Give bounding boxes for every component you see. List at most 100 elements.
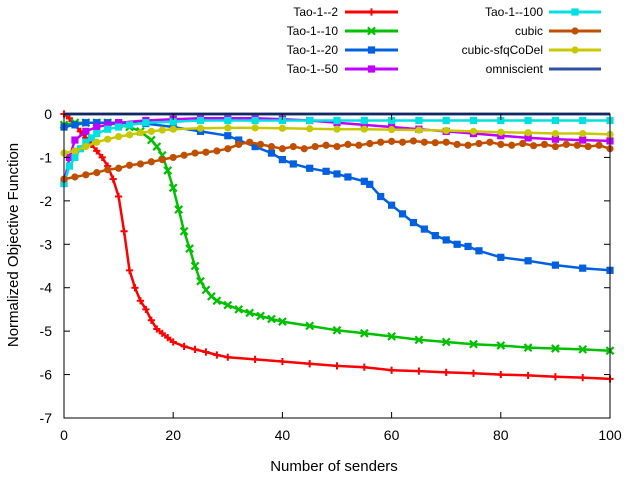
data-point: [497, 253, 505, 261]
data-point: [163, 166, 173, 175]
legend: Tao-1--2 Tao-1--10 Tao-1--20 Tao-1--50 Tao-1…: [287, 5, 601, 76]
data-point: [82, 138, 90, 146]
data-point: [387, 331, 396, 341]
data-point: [497, 128, 505, 136]
data-point: [158, 126, 166, 134]
data-point: [98, 153, 106, 162]
data-point: [409, 137, 418, 145]
data-point: [333, 142, 341, 151]
legend-label: cubic-sfqCoDel: [462, 43, 543, 57]
data-point: [169, 338, 177, 346]
data-point: [267, 142, 276, 151]
data-point: [551, 142, 560, 151]
data-point: [496, 341, 506, 350]
data-point: [524, 129, 532, 137]
data-point: [109, 175, 117, 183]
data-point: [93, 147, 101, 155]
data-point: [191, 149, 199, 157]
data-point: [441, 337, 451, 347]
data-point: [442, 138, 450, 146]
data-point: [551, 116, 559, 125]
data-point: [551, 129, 560, 138]
data-point: [152, 142, 162, 151]
data-point: [213, 147, 221, 155]
plot-border: [63, 113, 611, 419]
data-point: [311, 142, 319, 151]
data-point: [289, 142, 297, 151]
data-point: [115, 119, 123, 127]
data-point: [278, 317, 287, 326]
data-point: [469, 369, 478, 377]
data-point: [251, 124, 259, 132]
x-tick-label: 100: [598, 427, 622, 443]
data-point: [251, 116, 259, 125]
data-point: [523, 343, 533, 353]
data-point: [251, 142, 259, 151]
data-point: [360, 121, 368, 129]
data-point: [360, 177, 368, 185]
data-point: [93, 123, 101, 131]
data-point: [125, 266, 134, 274]
data-point: [578, 345, 588, 354]
data-point: [136, 297, 145, 305]
data-point: [136, 160, 145, 168]
data-point: [300, 145, 308, 153]
y-tick-label: -1: [40, 149, 53, 165]
data-point: [359, 328, 369, 338]
data-point: [115, 123, 123, 131]
y-tick-label: -3: [40, 236, 53, 252]
data-point: [256, 311, 265, 321]
data-point: [360, 363, 368, 371]
legend-item: Tao-1--20: [287, 43, 398, 57]
data-point: [251, 355, 259, 363]
data-point: [224, 145, 232, 153]
data-point: [136, 129, 145, 137]
data-point: [158, 329, 166, 337]
data-point: [224, 132, 232, 140]
data-point: [469, 116, 478, 125]
data-point: [202, 148, 210, 156]
data-point: [234, 305, 244, 314]
legend-label: Tao-1--20: [287, 43, 339, 57]
data-point: [147, 158, 155, 166]
data-point: [202, 348, 210, 356]
data-point: [322, 141, 330, 149]
data-point: [453, 140, 461, 148]
data-point: [82, 142, 90, 151]
data-point: [579, 374, 587, 382]
data-point: [388, 137, 396, 145]
legend-item: Tao-1--10: [287, 24, 398, 38]
data-point: [579, 129, 587, 138]
data-point: [333, 362, 341, 370]
legend-label: omniscient: [486, 62, 544, 76]
y-axis-label: Normalized Objective Function: [5, 143, 22, 347]
data-point: [213, 351, 221, 359]
y-tick-label: -6: [40, 367, 53, 383]
data-point: [93, 129, 101, 138]
data-point: [442, 236, 450, 244]
data-point: [305, 321, 315, 331]
data-point: [190, 261, 200, 271]
data-point: [344, 140, 352, 148]
data-point: [306, 164, 314, 172]
data-point: [147, 316, 155, 324]
data-point: [115, 192, 123, 201]
data-point: [278, 145, 286, 153]
data-point: [442, 116, 450, 125]
data-point: [551, 373, 559, 381]
data-point: [579, 116, 587, 125]
legend-label: Tao-1--50: [287, 62, 339, 76]
data-point: [388, 366, 396, 374]
legend-item: omniscient: [486, 62, 601, 76]
data-point: [104, 125, 112, 133]
data-point: [333, 116, 341, 125]
data-point: [71, 136, 79, 144]
series-2: [60, 119, 614, 274]
data-point: [169, 153, 177, 162]
y-tick-label: -7: [40, 410, 53, 426]
data-point: [524, 116, 532, 125]
series-6: [60, 124, 614, 157]
data-point: [431, 232, 439, 240]
series-0: [60, 110, 614, 383]
y-tick-label: -5: [40, 323, 53, 339]
